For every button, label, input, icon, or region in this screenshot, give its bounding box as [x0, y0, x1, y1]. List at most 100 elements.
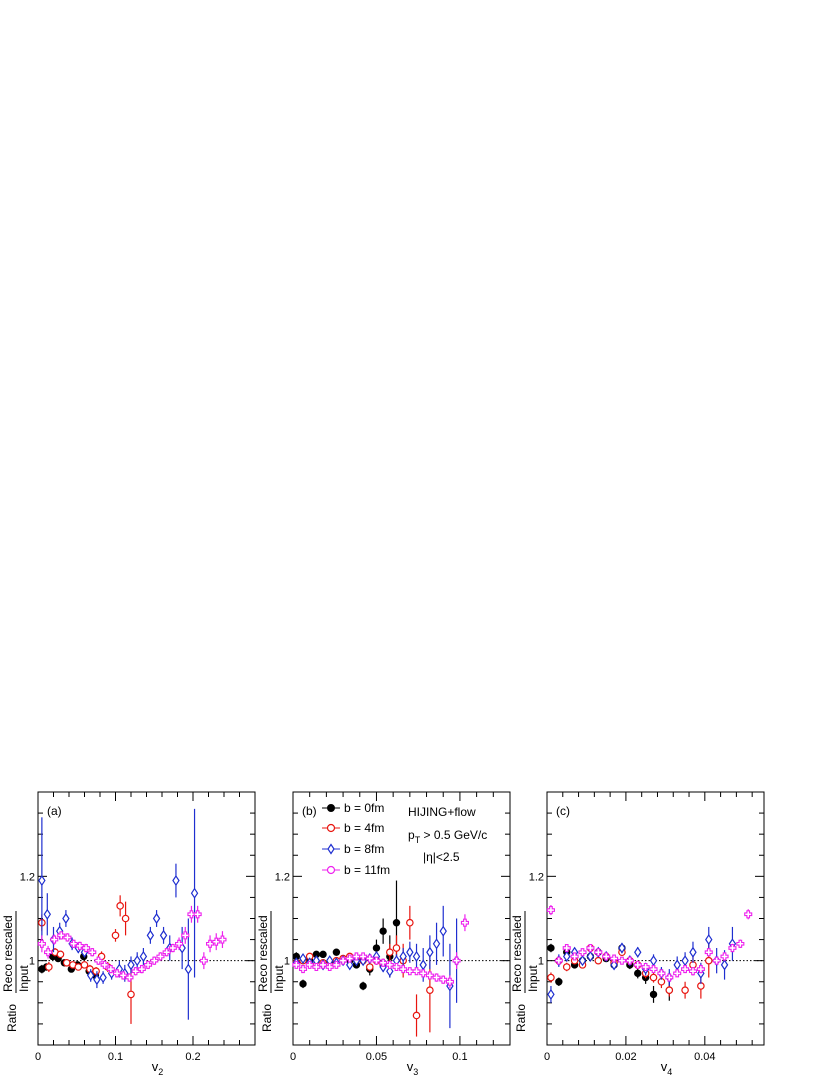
marker [602, 952, 611, 961]
data-point-b11 [399, 965, 408, 974]
data-point-b11 [168, 943, 177, 953]
y-tick-label: 1 [538, 956, 544, 968]
data-point-b11 [57, 931, 66, 940]
data-point-b8 [618, 942, 626, 954]
data-point-b11 [432, 973, 441, 982]
data-point-b11 [379, 958, 388, 967]
marker [298, 965, 308, 974]
data-point-b8 [432, 922, 441, 965]
marker [299, 980, 307, 988]
data-point-b11 [75, 941, 84, 951]
x-tick-label: 0.1 [452, 1051, 467, 1063]
data-point-b8 [563, 950, 571, 963]
data-point-b8 [634, 946, 642, 958]
plot-frame [546, 791, 765, 1046]
marker [150, 956, 159, 965]
data-point-b11 [119, 971, 128, 980]
marker [554, 956, 563, 965]
marker [634, 969, 642, 978]
data-point-b11 [546, 905, 555, 916]
y-tick-label: 1 [29, 956, 35, 968]
data-point-b8 [299, 952, 307, 965]
data-point-b8 [689, 941, 697, 963]
data-point-b8 [399, 948, 407, 965]
y-tick-label: 1.2 [275, 871, 290, 883]
marker [419, 959, 427, 971]
series-b0 [292, 880, 401, 991]
marker [190, 887, 199, 899]
data-point-b11 [696, 964, 705, 974]
panel-3: 0 0.02 0.04 1 1.2 (c) v4 Ratio Reco rescaled Inpu… [510, 791, 765, 1075]
data-point-b11 [649, 965, 658, 974]
data-point-b4 [116, 895, 124, 917]
series-b11 [546, 905, 753, 982]
marker [736, 939, 745, 948]
marker [156, 952, 165, 961]
marker [56, 950, 65, 959]
data-point-b11 [37, 935, 46, 953]
marker [57, 931, 66, 940]
marker [681, 955, 689, 967]
data-point-b11 [137, 964, 146, 974]
data-point-b11 [633, 960, 642, 969]
panel-label: (a) [47, 804, 62, 818]
marker [704, 948, 713, 957]
marker [119, 971, 128, 980]
marker [689, 946, 697, 958]
marker [372, 944, 381, 952]
data-point-b0 [379, 918, 387, 944]
marker [88, 948, 97, 957]
data-point-b0 [332, 948, 341, 956]
data-point-b11 [578, 948, 587, 957]
data-point-b11 [673, 969, 682, 978]
marker [199, 956, 208, 965]
marker [563, 950, 571, 963]
data-point-b11 [641, 962, 650, 972]
marker [92, 967, 100, 976]
marker [379, 927, 387, 935]
data-point-b11 [292, 960, 301, 969]
marker [69, 939, 78, 948]
marker [392, 962, 401, 972]
legend: b = 0fm b = 4fm b = 8fm b = 11fm [322, 801, 390, 877]
y-tick-label: 1.2 [20, 871, 35, 883]
data-point-b11 [63, 933, 72, 942]
marker [325, 962, 334, 972]
series-b8 [38, 808, 199, 1020]
marker [594, 948, 603, 957]
data-point-b8 [412, 943, 421, 970]
y-tick-label: 1.2 [529, 871, 544, 883]
y-axis-label-denominator: Input [272, 965, 286, 992]
data-point-b11 [94, 956, 103, 965]
data-point-b11 [736, 939, 745, 949]
data-point-b4 [681, 981, 689, 999]
marker [392, 919, 401, 927]
marker [193, 910, 202, 919]
data-point-b4 [594, 956, 603, 965]
data-point-b11 [365, 954, 374, 963]
data-point-b11 [44, 945, 53, 959]
marker [445, 977, 454, 986]
marker [184, 963, 193, 975]
marker [292, 960, 301, 969]
data-point-b11 [405, 967, 414, 976]
data-point-b4 [562, 962, 571, 972]
marker [399, 950, 407, 963]
legend-label-b0: b = 0fm [344, 801, 384, 815]
marker [168, 943, 177, 953]
legend-entry-b4: b = 4fm [322, 821, 384, 835]
marker [426, 946, 434, 958]
data-point-b11 [332, 960, 341, 969]
marker [657, 969, 666, 978]
marker [93, 974, 101, 986]
y-axis-label-denominator: Input [526, 965, 540, 992]
data-point-b11 [175, 937, 184, 951]
data-point-b4 [386, 943, 394, 961]
panel-label: (c) [556, 804, 570, 818]
marker [332, 948, 341, 956]
marker [345, 954, 354, 963]
marker [86, 969, 95, 982]
data-point-b11 [339, 956, 348, 965]
marker [547, 973, 555, 982]
